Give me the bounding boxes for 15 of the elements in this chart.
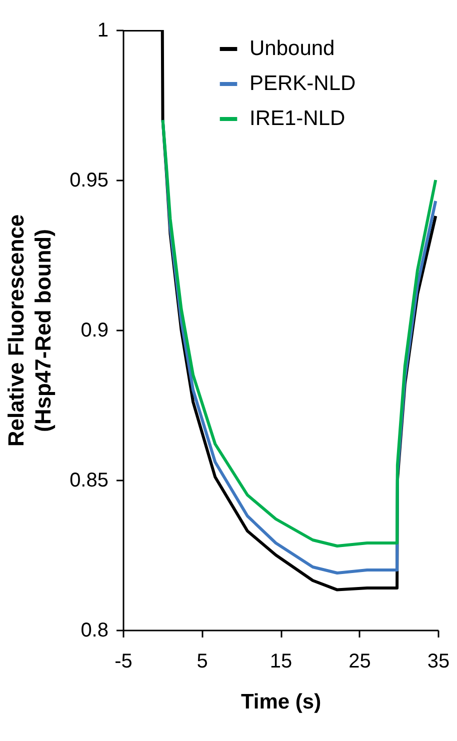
legend-label: IRE1-NLD: [250, 107, 346, 130]
x-tick-label: 5: [196, 650, 208, 672]
y-tick-label: 0.8: [80, 620, 108, 642]
y-tick-label: 0.9: [80, 320, 108, 342]
legend-label: PERK-NLD: [250, 72, 356, 95]
x-tick-label: 15: [270, 650, 292, 672]
y-tick-label: 0.85: [70, 470, 108, 492]
x-tick-label: 35: [427, 650, 450, 672]
y-axis-title: Relative Fluorescence (Hsp47-Red bound): [4, 214, 56, 447]
x-axis-title: Time (s): [240, 690, 322, 714]
y-tick-label: 1: [97, 20, 108, 42]
y-tick-label: 0.95: [70, 170, 108, 192]
x-tick-label: 25: [348, 650, 371, 672]
x-tick-label: -5: [114, 650, 132, 672]
legend-label: Unbound: [250, 37, 335, 60]
